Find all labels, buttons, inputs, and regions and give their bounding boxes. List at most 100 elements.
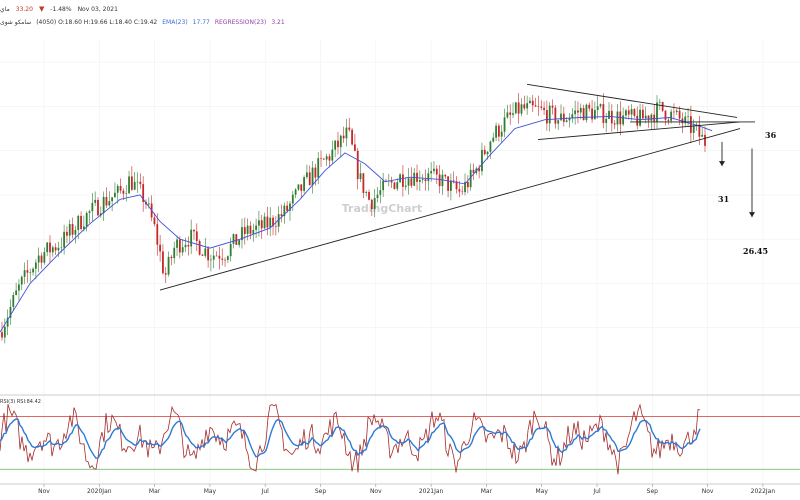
x-tick-label: Nov (369, 488, 382, 495)
x-tick-label: Mar (148, 488, 161, 495)
candle-body (396, 182, 399, 189)
candle-body (32, 268, 34, 273)
candle-body (342, 135, 345, 139)
candle-body (362, 173, 365, 193)
candle-body (122, 190, 125, 194)
candle-body (249, 225, 252, 234)
candle-body (492, 137, 495, 142)
candle-body (108, 201, 111, 206)
candle-body (469, 169, 472, 188)
candle-body (85, 212, 88, 227)
candle-body (489, 141, 492, 152)
candle-body (311, 167, 314, 186)
candle-body (633, 109, 636, 116)
ohlc-name: سامکو شوی (0, 19, 32, 26)
candle-body (478, 168, 481, 172)
x-tick-label: Nov (38, 488, 50, 495)
candle-body (162, 251, 164, 274)
candle-body (173, 247, 176, 259)
target-26-label: 26.45 (743, 246, 769, 256)
candle-body (658, 101, 661, 103)
candle-body (289, 203, 291, 211)
candle-body (215, 255, 218, 257)
date: Nov 03, 2021 (77, 5, 118, 13)
watermark: TradingChart (342, 202, 423, 215)
candle-body (627, 110, 630, 115)
candle-body (520, 104, 523, 114)
x-tick-label: May (203, 488, 217, 495)
candle-body (591, 108, 593, 120)
candle-body (365, 191, 368, 193)
candle-body (105, 196, 108, 206)
candle-body (534, 105, 537, 107)
candle-body (526, 103, 529, 109)
candle-body (625, 110, 627, 116)
candle-body (647, 115, 650, 121)
candle-body (517, 102, 520, 114)
candle-body (678, 110, 681, 119)
candle-body (43, 252, 46, 263)
candle-body (444, 174, 447, 177)
candle-body (198, 241, 201, 255)
candle-body (354, 144, 356, 151)
trendline-support (159, 128, 741, 291)
candle-body (204, 248, 207, 256)
candle-body (125, 193, 128, 194)
last-price: 33.20 (15, 5, 33, 13)
candle-body (167, 256, 170, 275)
candle-body (390, 180, 393, 183)
candle-body (159, 244, 162, 252)
trendline-lower-wedge (537, 121, 741, 141)
candle-body (497, 125, 500, 137)
candle-body (704, 134, 706, 146)
candle-body (557, 120, 560, 124)
candle-body (71, 224, 74, 235)
x-tick-label: 2021Jan (418, 488, 444, 495)
candle-body (348, 127, 351, 130)
candle-body (12, 294, 15, 307)
candle-body (653, 114, 656, 122)
candle-body (461, 191, 464, 193)
candle-body (258, 220, 260, 226)
target-arrow-head (719, 161, 725, 167)
candle-body (331, 149, 334, 161)
rsi-signal-line (0, 418, 701, 459)
candle-body (40, 255, 43, 263)
x-tick-label: May (535, 488, 548, 495)
candle-body (404, 185, 407, 187)
candle-body (514, 102, 517, 114)
candle-body (37, 255, 40, 263)
candle-body (421, 179, 424, 181)
candle-body (252, 229, 255, 234)
candle-body (650, 114, 653, 121)
candle-body (187, 244, 190, 247)
candle-body (6, 317, 9, 327)
candle-body (540, 106, 543, 108)
candle-body (60, 247, 63, 249)
candle-body (306, 172, 308, 178)
candle-body (334, 140, 337, 150)
candle-body (500, 131, 503, 137)
rsi-title: RSI(3) RSI:84.42 (0, 399, 41, 405)
candle-body (136, 181, 139, 183)
candle-body (184, 244, 187, 248)
candle-body (320, 158, 322, 159)
candle-body (641, 109, 644, 119)
candle-body (545, 110, 548, 124)
candle-body (407, 178, 410, 186)
x-tick-label: Sep (314, 488, 327, 495)
x-tick-label: Jul (593, 488, 601, 495)
candle-body (77, 215, 80, 230)
candle-body (529, 100, 531, 104)
candle-body (226, 256, 229, 260)
symbol: ماي (0, 5, 10, 13)
candle-body (602, 104, 605, 123)
candle-body (571, 114, 574, 119)
candle-body (15, 290, 18, 295)
regression-label: REGRESSION(23) (214, 19, 267, 26)
candle-body (218, 255, 221, 259)
candle-body (294, 189, 297, 195)
candle-body (325, 156, 328, 160)
candle-body (221, 258, 224, 260)
